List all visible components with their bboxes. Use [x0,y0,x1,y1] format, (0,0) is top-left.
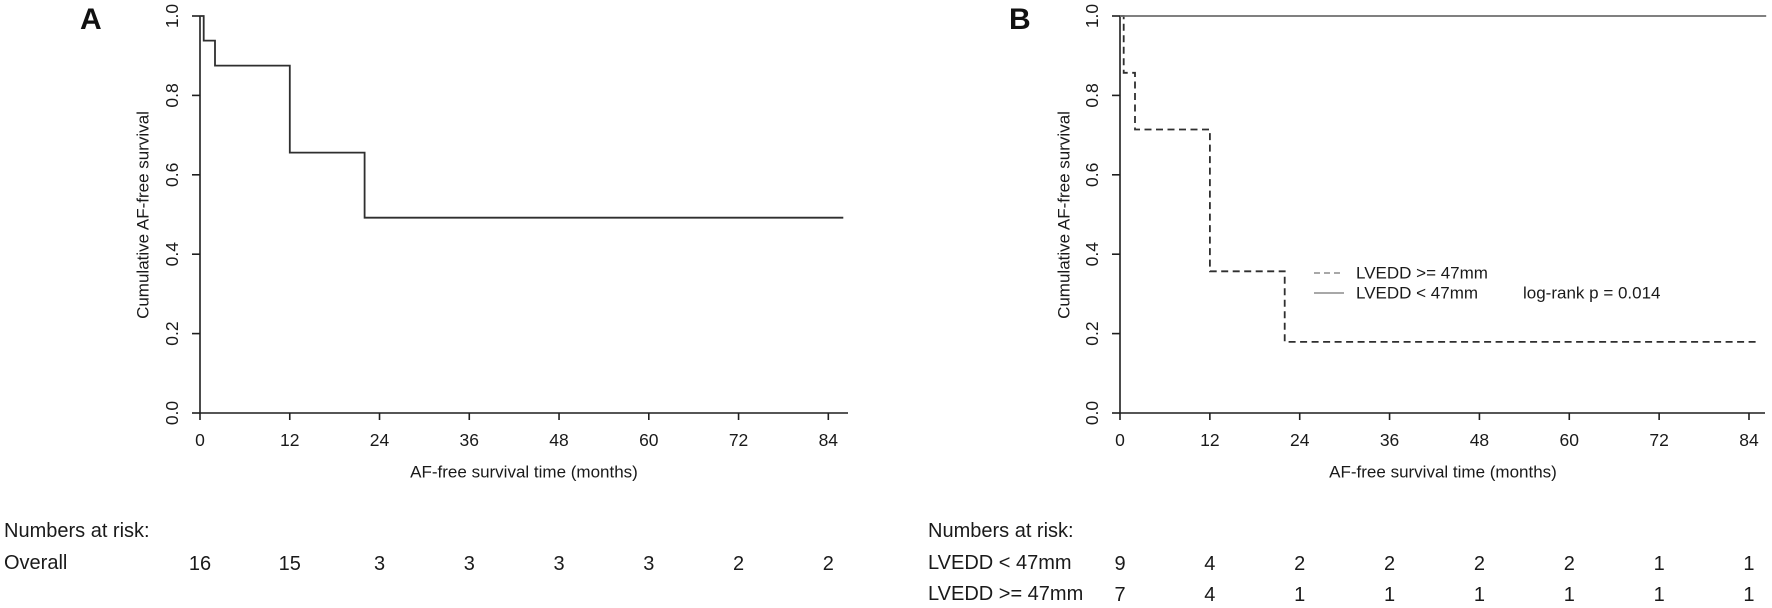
panel-a-y-tick-label: 0.8 [162,83,182,107]
panel-b-risk-value: 1 [1384,584,1395,606]
panel-a-x-tick-label: 84 [819,430,839,450]
panel-a-y-tick-label: 0.2 [162,321,182,345]
panel-b-risk-value: 1 [1564,584,1575,606]
panel-a-x-tick-label: 0 [195,430,205,450]
legend-entry-lvedd-ge-47: LVEDD >= 47mm [1356,263,1488,283]
panel-b-y-tick-label: 0.8 [1082,83,1102,107]
panel-b-axes [1119,16,1765,414]
panel-b-risk-value: 9 [1114,553,1125,575]
panel-b-y-axis-title: Cumulative AF-free survival [1054,111,1074,319]
panel-b-risk-value: 2 [1564,553,1575,575]
panel-b-y-tick-label: 0.0 [1082,401,1102,426]
panel-b-risk-value: 2 [1384,553,1395,575]
panel-b-letter: B [1009,3,1031,36]
panel-b-risk-value: 1 [1654,584,1665,606]
panel-b-risk-row-label-ge47: LVEDD >= 47mm [928,583,1084,605]
panel-a-risk-value: 3 [464,553,475,575]
legend-entry-lvedd-lt-47: LVEDD < 47mm [1356,283,1479,303]
panel-b-x-tick-label: 60 [1560,430,1580,450]
panel-a-risk-value: 3 [643,553,654,575]
panel-a-axes [199,16,848,414]
panel-a-risk-value: 2 [823,553,834,575]
panel-b-risk-value: 7 [1114,584,1125,606]
panel-b-x-tick-label: 12 [1200,430,1219,450]
panel-b-y-tick-label: 1.0 [1082,4,1102,29]
panel-b-risk-value: 1 [1294,584,1305,606]
panel-a-x-tick-label: 36 [460,430,479,450]
panel-b-y-tick-label: 0.2 [1082,321,1102,345]
panel-a-risk-value: 2 [733,553,744,575]
panel-a-x-tick-label: 48 [549,430,568,450]
panel-b-risk-table-title: Numbers at risk: [928,520,1074,542]
panel-b-risk-value: 4 [1204,553,1215,575]
panel-b-x-tick-label: 48 [1470,430,1489,450]
panel-b-risk-value: 1 [1654,553,1665,575]
panel-b-risk-value: 2 [1294,553,1305,575]
panel-a-risk-value: 3 [553,553,564,575]
panel-a-curve-solid [200,15,844,219]
panel-b-y-tick-label: 0.6 [1082,163,1102,187]
panel-a-y-tick-label: 0.6 [162,163,182,187]
panel-a-y-tick-label: 0.4 [162,242,182,267]
panel-a-x-tick-label: 24 [370,430,390,450]
panel-a-risk-value: 15 [279,553,301,575]
panel-b-risk-value: 1 [1474,584,1485,606]
panel-a-x-axis-title: AF-free survival time (months) [410,462,638,482]
panel-b-risk-value: 2 [1474,553,1485,575]
panel-a-y-axis-title: Cumulative AF-free survival [133,111,153,319]
panel-b-x-tick-label: 0 [1115,430,1125,450]
panel-b-risk-value: 1 [1743,553,1754,575]
panel-a-letter: A [80,3,102,36]
panel-b-x-tick-label: 24 [1290,430,1310,450]
panel-a-y-tick-label: 1.0 [162,4,182,29]
panel-a-x-tick-label: 12 [280,430,299,450]
panel-a-risk-value: 3 [374,553,385,575]
panel-a-risk-value: 16 [189,553,211,575]
panel-b-x-axis-title: AF-free survival time (months) [1329,462,1557,482]
panel-b-x-tick-label: 84 [1739,430,1759,450]
panel-a-x-tick-label: 72 [729,430,748,450]
panel-a-risk-row-label: Overall [4,552,68,574]
panel-b-risk-row-label-lt47: LVEDD < 47mm [928,552,1072,574]
panel-a-risk-table-title: Numbers at risk: [4,520,150,542]
panel-b-curve-dashed [1120,15,1757,343]
log-rank-p-value: log-rank p = 0.014 [1523,283,1661,303]
panel-b-x-tick-label: 36 [1380,430,1399,450]
panel-b-x-tick-label: 72 [1649,430,1668,450]
panel-a-x-tick-label: 60 [639,430,659,450]
panel-a-y-tick-label: 0.0 [162,401,182,426]
panel-b-risk-value: 1 [1743,584,1754,606]
panel-b-risk-value: 4 [1204,584,1215,606]
panel-b-y-tick-label: 0.4 [1082,242,1102,267]
